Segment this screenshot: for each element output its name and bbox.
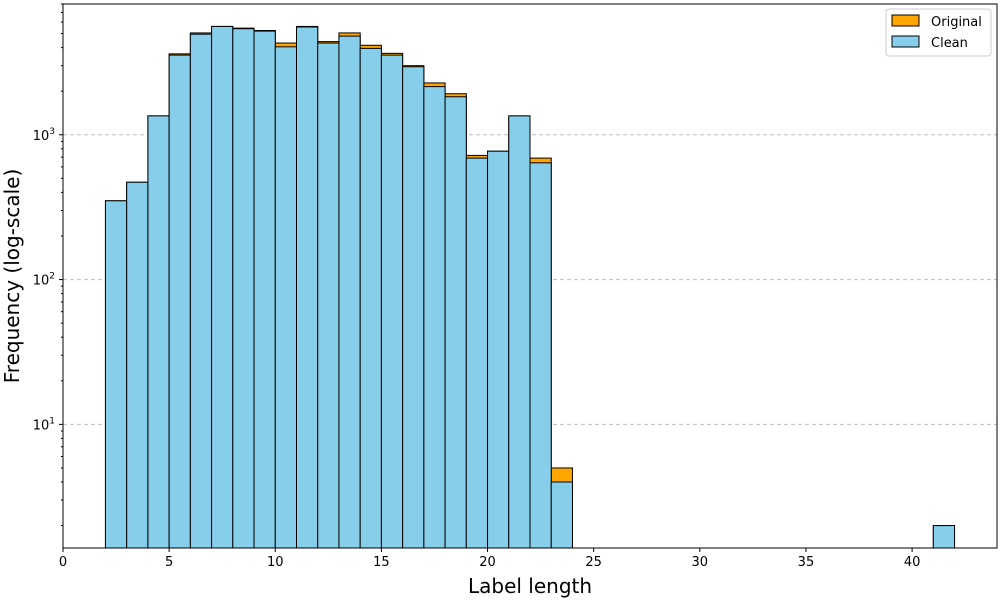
legend-swatch-original: [891, 14, 920, 27]
bar-clean-2: [104, 200, 128, 549]
bar-clean-3: [126, 181, 149, 549]
x-tick-label: 40: [904, 555, 921, 570]
x-tick-label: 10: [267, 555, 284, 570]
bar-clean-16: [402, 66, 425, 549]
x-tick-label: 30: [692, 555, 709, 570]
x-tick-label: 35: [798, 555, 815, 570]
bar-clean-15: [380, 54, 404, 549]
x-axis: 0 5 10 15 20 25 30 35 40: [59, 548, 921, 570]
y-axis-label: Frequency (log-scale): [0, 169, 24, 384]
y-tick-label: 103: [33, 127, 55, 144]
bar-clean-7: [211, 25, 234, 549]
bar-clean-12: [317, 42, 340, 549]
bar-clean-22: [529, 162, 552, 549]
bar-clean-19: [465, 157, 489, 549]
y-tick-label: 102: [33, 272, 55, 289]
bar-clean-9: [253, 30, 276, 549]
bar-clean-11: [296, 26, 319, 549]
x-tick-label: 0: [59, 555, 67, 570]
bar-clean-21: [508, 115, 531, 549]
bar-clean-23: [550, 481, 573, 549]
bar-clean-41: [932, 525, 956, 549]
x-tick-label: 5: [165, 555, 173, 570]
legend-swatch-clean: [891, 35, 920, 48]
y-tick-label: 101: [33, 416, 55, 433]
bar-clean-8: [232, 28, 255, 549]
bar-clean-6: [189, 33, 213, 549]
bar-clean-20: [487, 150, 510, 549]
x-tick-label: 20: [479, 555, 496, 570]
bar-clean-14: [359, 47, 382, 549]
bar-clean-18: [444, 96, 467, 549]
plot-area-frame: [62, 3, 998, 549]
bar-clean-4: [147, 115, 170, 549]
bar-clean-17: [423, 86, 446, 549]
legend-label-clean: Clean: [931, 36, 968, 51]
bar-clean-5: [168, 54, 191, 549]
x-tick-label: 25: [585, 555, 602, 570]
x-axis-label: Label length: [468, 574, 592, 598]
bar-clean-13: [338, 35, 361, 549]
legend: Original Clean: [885, 8, 992, 57]
series-clean-bars: [104, 25, 956, 549]
bar-clean-10: [274, 46, 298, 549]
legend-label-original: Original: [931, 15, 982, 30]
y-axis: 101 102 103: [33, 3, 63, 527]
x-tick-label: 15: [373, 555, 390, 570]
